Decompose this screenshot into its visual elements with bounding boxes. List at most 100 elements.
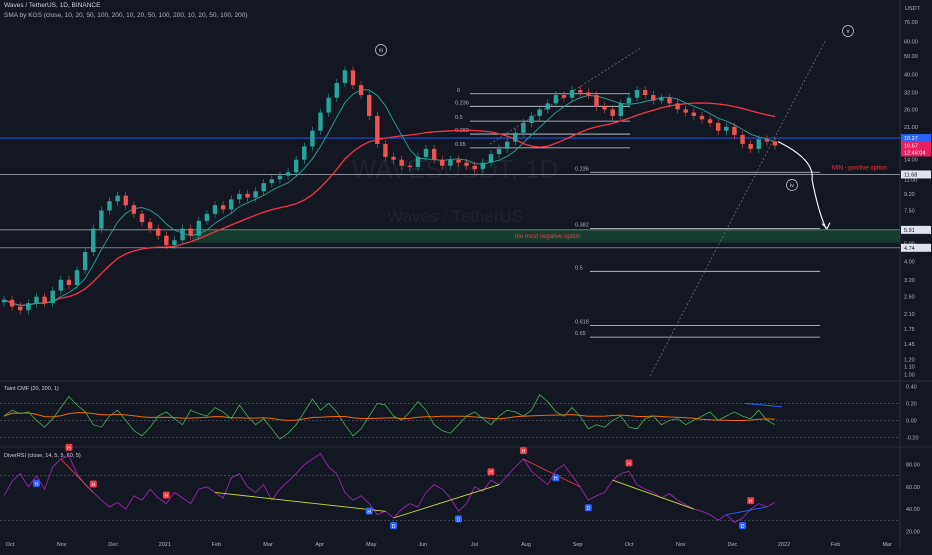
- candle-body: [618, 103, 624, 116]
- x-axis-label: Nov: [57, 542, 67, 548]
- price-tick-label: 1.20: [904, 358, 915, 364]
- rsi-pivot-label: H: [489, 470, 493, 476]
- candle-body: [74, 270, 80, 286]
- candle-body: [772, 141, 778, 146]
- candle-body: [358, 85, 364, 96]
- candle-body: [172, 240, 177, 246]
- rsi-pivot-marker: [584, 504, 592, 512]
- price-tick-label: 4.00: [904, 260, 915, 266]
- rsi-title: DiverRSI (close, 14, 5, 5, 60, 5): [4, 453, 81, 459]
- wave-label: iii: [379, 48, 383, 54]
- fib-level-label: 0.618: [575, 320, 589, 326]
- rsi-pivot-marker: [552, 474, 560, 482]
- rsi-pivot-marker: [739, 522, 747, 529]
- x-axis-label: Mar: [263, 542, 273, 548]
- price-tick-label: 14.00: [904, 158, 918, 164]
- candle-body: [350, 70, 356, 86]
- candle-body: [691, 112, 697, 116]
- rsi-pivot-marker: [747, 497, 755, 505]
- candle-body: [334, 82, 339, 98]
- candle-body: [699, 115, 705, 120]
- candle-body: [115, 195, 120, 202]
- rsi-pivot-marker: [162, 491, 170, 499]
- cmf-tick-label: 0.20: [906, 401, 917, 407]
- candle-body: [50, 290, 55, 304]
- rsi-tick-label: 40.00: [906, 507, 920, 513]
- fib-level-label: 0.382: [575, 223, 589, 229]
- candle-body: [277, 175, 283, 180]
- candle-body: [9, 299, 15, 307]
- fib-level-label: 0.236: [455, 100, 469, 106]
- x-axis-label: May: [366, 542, 377, 548]
- candle-body: [634, 89, 640, 98]
- candle-body: [180, 228, 185, 241]
- candle-body: [513, 132, 518, 142]
- candle-body: [642, 89, 648, 96]
- candle-body: [26, 303, 31, 311]
- candle-body: [578, 89, 583, 93]
- price-tag: [901, 148, 931, 157]
- candle-body: [212, 205, 218, 214]
- rsi-pivot-label: H: [67, 446, 71, 452]
- candle-body: [399, 159, 404, 166]
- price-tag-label: 4.74: [904, 246, 915, 252]
- candle-body: [253, 191, 258, 198]
- rsi-divergence-line: [523, 458, 581, 488]
- candle-body: [724, 126, 729, 131]
- price-tick-label: 40.00: [904, 72, 918, 78]
- candle-body: [407, 165, 412, 168]
- x-axis-label: Apr: [315, 542, 324, 548]
- rsi-pivot-label: D: [587, 506, 591, 512]
- candle-body: [504, 141, 510, 149]
- projection-arrow: [777, 141, 827, 229]
- candle-body: [748, 143, 753, 149]
- x-axis-label: Nov: [676, 542, 686, 548]
- price-tag: [901, 134, 931, 143]
- rsi-pivot-marker: [625, 459, 633, 467]
- wave-label-circle: [375, 44, 387, 56]
- candle-body: [610, 109, 615, 116]
- candle-body: [602, 106, 607, 110]
- symbol-legend: Waves / TetherUS, 1D, BINANCE: [4, 2, 101, 9]
- cmf-title: Taint CMF (20, 200, 1): [4, 386, 59, 392]
- candle-body: [99, 210, 104, 229]
- rsi-pivot-label: D: [392, 524, 396, 530]
- price-tick-label: 2.60: [904, 295, 915, 301]
- rsi-tick-label: 60.00: [906, 485, 920, 491]
- candle-body: [545, 103, 550, 110]
- rsi-tick-label: 80.00: [906, 463, 920, 469]
- rsi-pivot-label: H: [627, 461, 631, 467]
- candle-body: [58, 279, 64, 291]
- sma-long-line: [3, 102, 776, 307]
- rsi-line: [3, 452, 776, 523]
- candle-body: [34, 296, 39, 304]
- candle-body: [229, 199, 234, 210]
- price-tick-label: 76.00: [904, 20, 918, 26]
- price-tag: [901, 170, 931, 179]
- wave-label: iv: [790, 183, 794, 189]
- candle-body: [326, 97, 331, 113]
- x-axis-label: Mar: [882, 542, 892, 548]
- rsi-pivot-label: H: [35, 482, 39, 488]
- x-axis-label: 2022: [778, 542, 790, 548]
- candle-body: [375, 115, 380, 144]
- price-tick-label: 2.10: [904, 312, 915, 318]
- x-axis-label: Sep: [573, 542, 583, 548]
- price-tick-label: 1.10: [904, 365, 915, 371]
- candle-body: [245, 193, 250, 198]
- sma-legend: SMA by KGS (close, 10, 20, 50, 100, 200,…: [4, 12, 248, 19]
- candle-body: [1, 299, 7, 303]
- currency-label: USDT: [905, 6, 921, 12]
- x-axis-label: Oct: [625, 542, 634, 548]
- candle-body: [675, 103, 680, 110]
- candle-body: [569, 89, 575, 98]
- cmf-divergence-line: [744, 402, 783, 408]
- fib-level-label: 0: [457, 88, 460, 94]
- candle-body: [220, 205, 226, 210]
- price-tag: [901, 225, 931, 234]
- cmf-tick-label: -0.20: [906, 435, 919, 441]
- candle-body: [594, 95, 599, 107]
- rsi-pivot-label: H: [367, 510, 371, 516]
